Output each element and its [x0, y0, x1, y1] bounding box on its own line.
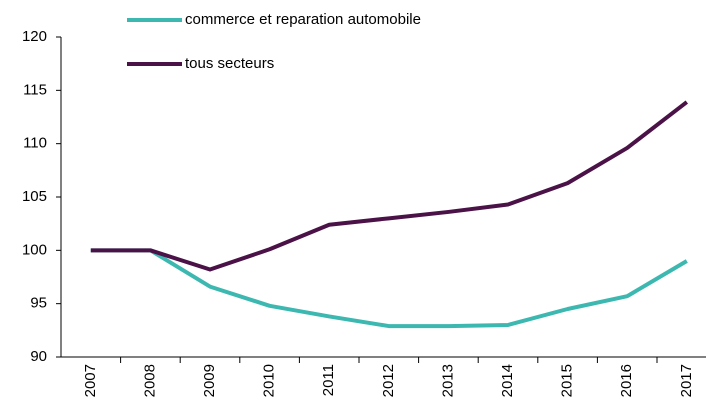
legend-label: tous secteurs: [185, 55, 274, 72]
x-tick-label: 2008: [141, 364, 158, 397]
x-tick-label: 2011: [320, 364, 337, 396]
x-tick-label: 2014: [499, 364, 516, 397]
x-tick-label: 2009: [201, 364, 218, 397]
x-tick-label: 2012: [380, 364, 397, 397]
x-tick-label: 2007: [82, 364, 99, 397]
y-tick-label: 95: [30, 295, 47, 312]
y-tick-label: 90: [30, 348, 47, 365]
x-tick-label: 2010: [261, 364, 278, 397]
x-tick-label: 2013: [439, 364, 456, 397]
x-tick-label: 2015: [559, 364, 576, 397]
y-tick-label: 110: [23, 135, 47, 152]
legend-label: commerce et reparation automobile: [185, 11, 421, 28]
line-series: [90, 100, 689, 272]
x-tick-label: 2016: [618, 364, 635, 397]
y-tick-label: 115: [23, 81, 47, 98]
y-tick-label: 105: [22, 188, 47, 205]
line-series: [90, 248, 688, 329]
y-tick-label: 100: [22, 241, 47, 258]
y-tick-label: 120: [22, 28, 47, 45]
x-tick-label: 2017: [678, 364, 695, 397]
